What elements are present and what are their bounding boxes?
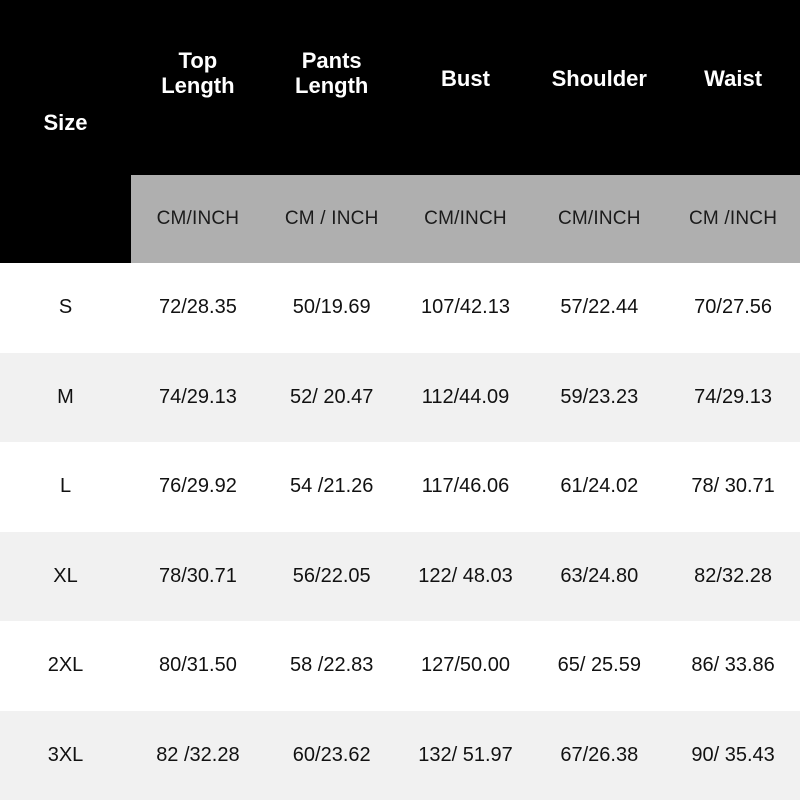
- cell-bust: 112/44.09: [421, 385, 510, 408]
- cell-shoulder: 63/24.80: [560, 564, 639, 587]
- cell-pants-length: 56/22.05: [292, 564, 371, 587]
- table-row: 2XL 80/31.50 58 /22.83 127/50.00 65/ 25.…: [0, 621, 800, 711]
- table-row: M 74/29.13 52/ 20.47 112/44.09 59/23.23 …: [0, 352, 800, 442]
- cell-size: M: [57, 385, 74, 408]
- column-header-top-length: Top Length: [131, 0, 265, 98]
- cell-pants-length: 60/23.62: [292, 743, 371, 766]
- cell-waist: 78/ 30.71: [691, 475, 775, 498]
- column-header-pants-length-line2: Length: [295, 73, 369, 98]
- cell-waist: 74/29.13: [694, 385, 773, 408]
- cell-waist: 86/ 33.86: [691, 654, 775, 677]
- column-header-size: Size: [0, 0, 131, 135]
- cell-shoulder: 67/26.38: [560, 743, 639, 766]
- column-header-waist: Waist: [666, 0, 800, 91]
- cell-shoulder: 61/24.02: [560, 475, 639, 498]
- cell-size: L: [59, 475, 72, 498]
- table-row: XL 78/30.71 56/22.05 122/ 48.03 63/24.80…: [0, 531, 800, 621]
- cell-pants-length: 50/19.69: [292, 296, 371, 319]
- units-top-length: CM/INCH: [156, 208, 240, 229]
- cell-bust: 122/ 48.03: [418, 564, 513, 587]
- cell-size: 3XL: [47, 743, 84, 766]
- cell-bust: 127/50.00: [421, 654, 510, 677]
- cell-size: S: [58, 296, 73, 319]
- column-header-shoulder: Shoulder: [532, 0, 666, 91]
- column-header-bust: Bust: [399, 0, 533, 91]
- column-header-bust-label: Bust: [441, 66, 490, 91]
- cell-waist: 82/32.28: [694, 564, 773, 587]
- table-row: S 72/28.35 50/19.69 107/42.13 57/22.44 7…: [0, 263, 800, 353]
- cell-bust: 117/46.06: [421, 475, 510, 498]
- cell-size: 2XL: [47, 654, 84, 677]
- cell-pants-length: 58 /22.83: [289, 654, 374, 677]
- units-pants-length: CM / INCH: [284, 208, 379, 229]
- cell-waist: 90/ 35.43: [691, 743, 775, 766]
- cell-pants-length: 52/ 20.47: [289, 385, 374, 408]
- column-header-top-length-line1: Top: [178, 48, 218, 73]
- cell-top-length: 76/29.92: [158, 475, 237, 498]
- units-row: CM/INCH CM / INCH CM/INCH CM/INCH CM /IN…: [131, 175, 800, 263]
- table-row: L 76/29.92 54 /21.26 117/46.06 61/24.02 …: [0, 442, 800, 532]
- column-header-pants-length-line1: Pants: [301, 48, 362, 73]
- cell-pants-length: 54 /21.26: [289, 475, 374, 498]
- cell-bust: 132/ 51.97: [418, 743, 513, 766]
- units-waist: CM /INCH: [689, 208, 778, 229]
- table-row: 3XL 82 /32.28 60/23.62 132/ 51.97 67/26.…: [0, 710, 800, 800]
- cell-size: XL: [53, 564, 78, 587]
- column-header-shoulder-label: Shoulder: [551, 66, 647, 91]
- column-header-waist-label: Waist: [704, 66, 763, 91]
- column-header-size-label: Size: [43, 110, 88, 135]
- cell-shoulder: 65/ 25.59: [557, 654, 641, 677]
- units-bust: CM/INCH: [424, 208, 507, 229]
- header-label-row: Size Top Length Pants Length Bust Should…: [0, 0, 800, 175]
- cell-bust: 107/42.13: [421, 296, 510, 319]
- cell-top-length: 74/29.13: [158, 385, 237, 408]
- cell-top-length: 80/31.50: [158, 654, 237, 677]
- cell-top-length: 78/30.71: [158, 564, 237, 587]
- cell-shoulder: 59/23.23: [560, 385, 639, 408]
- table-body: S 72/28.35 50/19.69 107/42.13 57/22.44 7…: [0, 263, 800, 800]
- units-shoulder: CM/INCH: [557, 208, 641, 229]
- column-header-pants-length: Pants Length: [265, 0, 399, 98]
- column-header-top-length-line2: Length: [161, 73, 235, 98]
- cell-top-length: 82 /32.28: [156, 743, 240, 766]
- cell-top-length: 72/28.35: [158, 296, 237, 319]
- cell-waist: 70/27.56: [694, 296, 773, 319]
- cell-shoulder: 57/22.44: [560, 296, 639, 319]
